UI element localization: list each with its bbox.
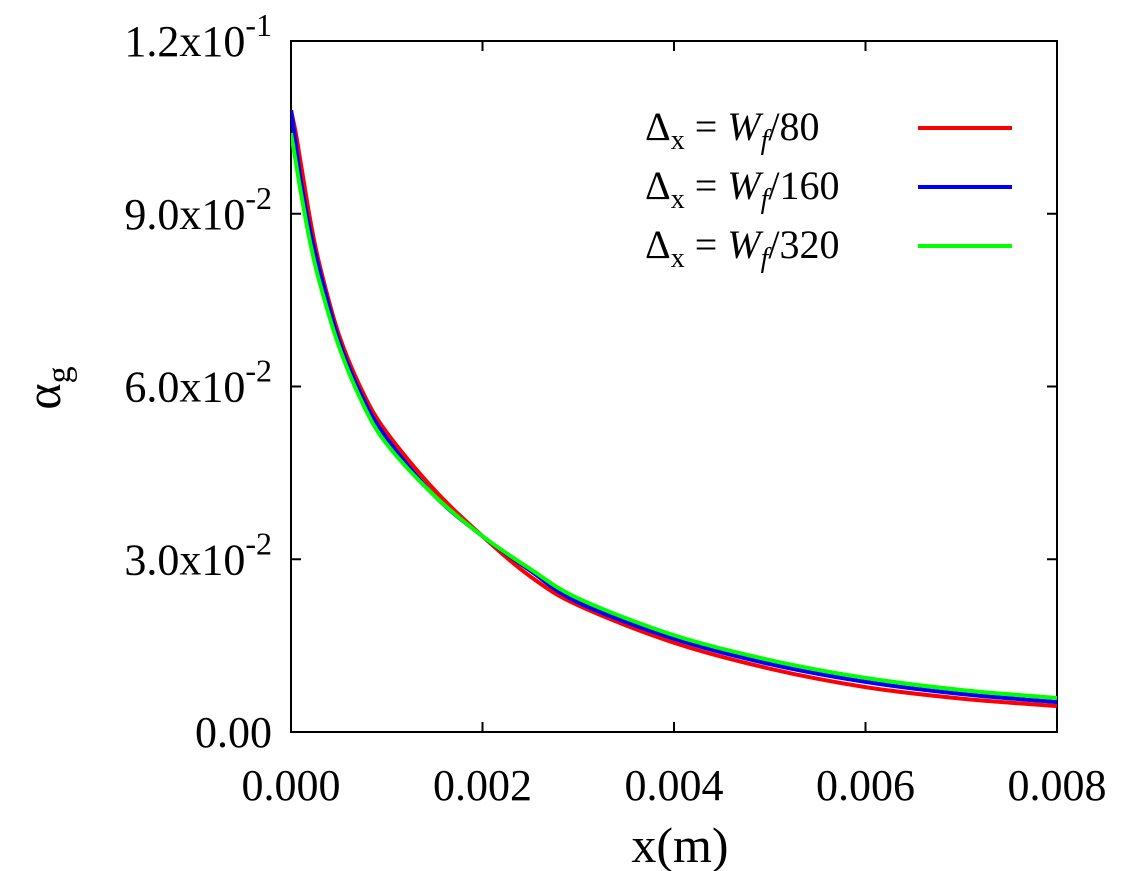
x-axis-title: x(m): [631, 817, 728, 871]
x-tick-label: 0.008: [1008, 761, 1107, 810]
y-tick-label: 0.00: [195, 708, 272, 757]
y-tick-label: 9.0x10-2: [124, 180, 272, 239]
x-tick-label: 0.002: [433, 761, 532, 810]
y-axis-title-base: α: [15, 383, 71, 409]
series-line-3: [291, 132, 1057, 701]
y-tick-label: 6.0x10-2: [124, 353, 272, 412]
y-axis-title-sub: g: [41, 366, 78, 383]
series-line-1: [291, 109, 1057, 709]
series-layer: [291, 109, 1057, 709]
x-axis: 0.000 0.002 0.004 0.006 0.008: [242, 41, 1107, 810]
y-axis-title: αg: [15, 366, 78, 409]
y-tick-label: 3.0x10-2: [124, 525, 272, 584]
x-tick-label: 0.000: [242, 761, 341, 810]
x-tick-label: 0.004: [625, 761, 724, 810]
legend-item-3: Δx = Wf/320: [645, 222, 1012, 274]
legend-label: Δx = Wf/80: [645, 104, 820, 156]
legend: Δx = Wf/80 Δx = Wf/160 Δx = Wf/320: [645, 104, 1012, 274]
x-tick-label: 0.006: [816, 761, 915, 810]
y-tick-label: 1.2x10-1: [124, 7, 272, 66]
legend-label: Δx = Wf/320: [645, 222, 840, 274]
legend-item-2: Δx = Wf/160: [645, 163, 1012, 215]
legend-label: Δx = Wf/160: [645, 163, 840, 215]
legend-item-1: Δx = Wf/80: [645, 104, 1012, 156]
y-axis: 0.00 3.0x10-2 6.0x10-2 9.0x10-2 1.2x10-1: [124, 7, 1057, 757]
